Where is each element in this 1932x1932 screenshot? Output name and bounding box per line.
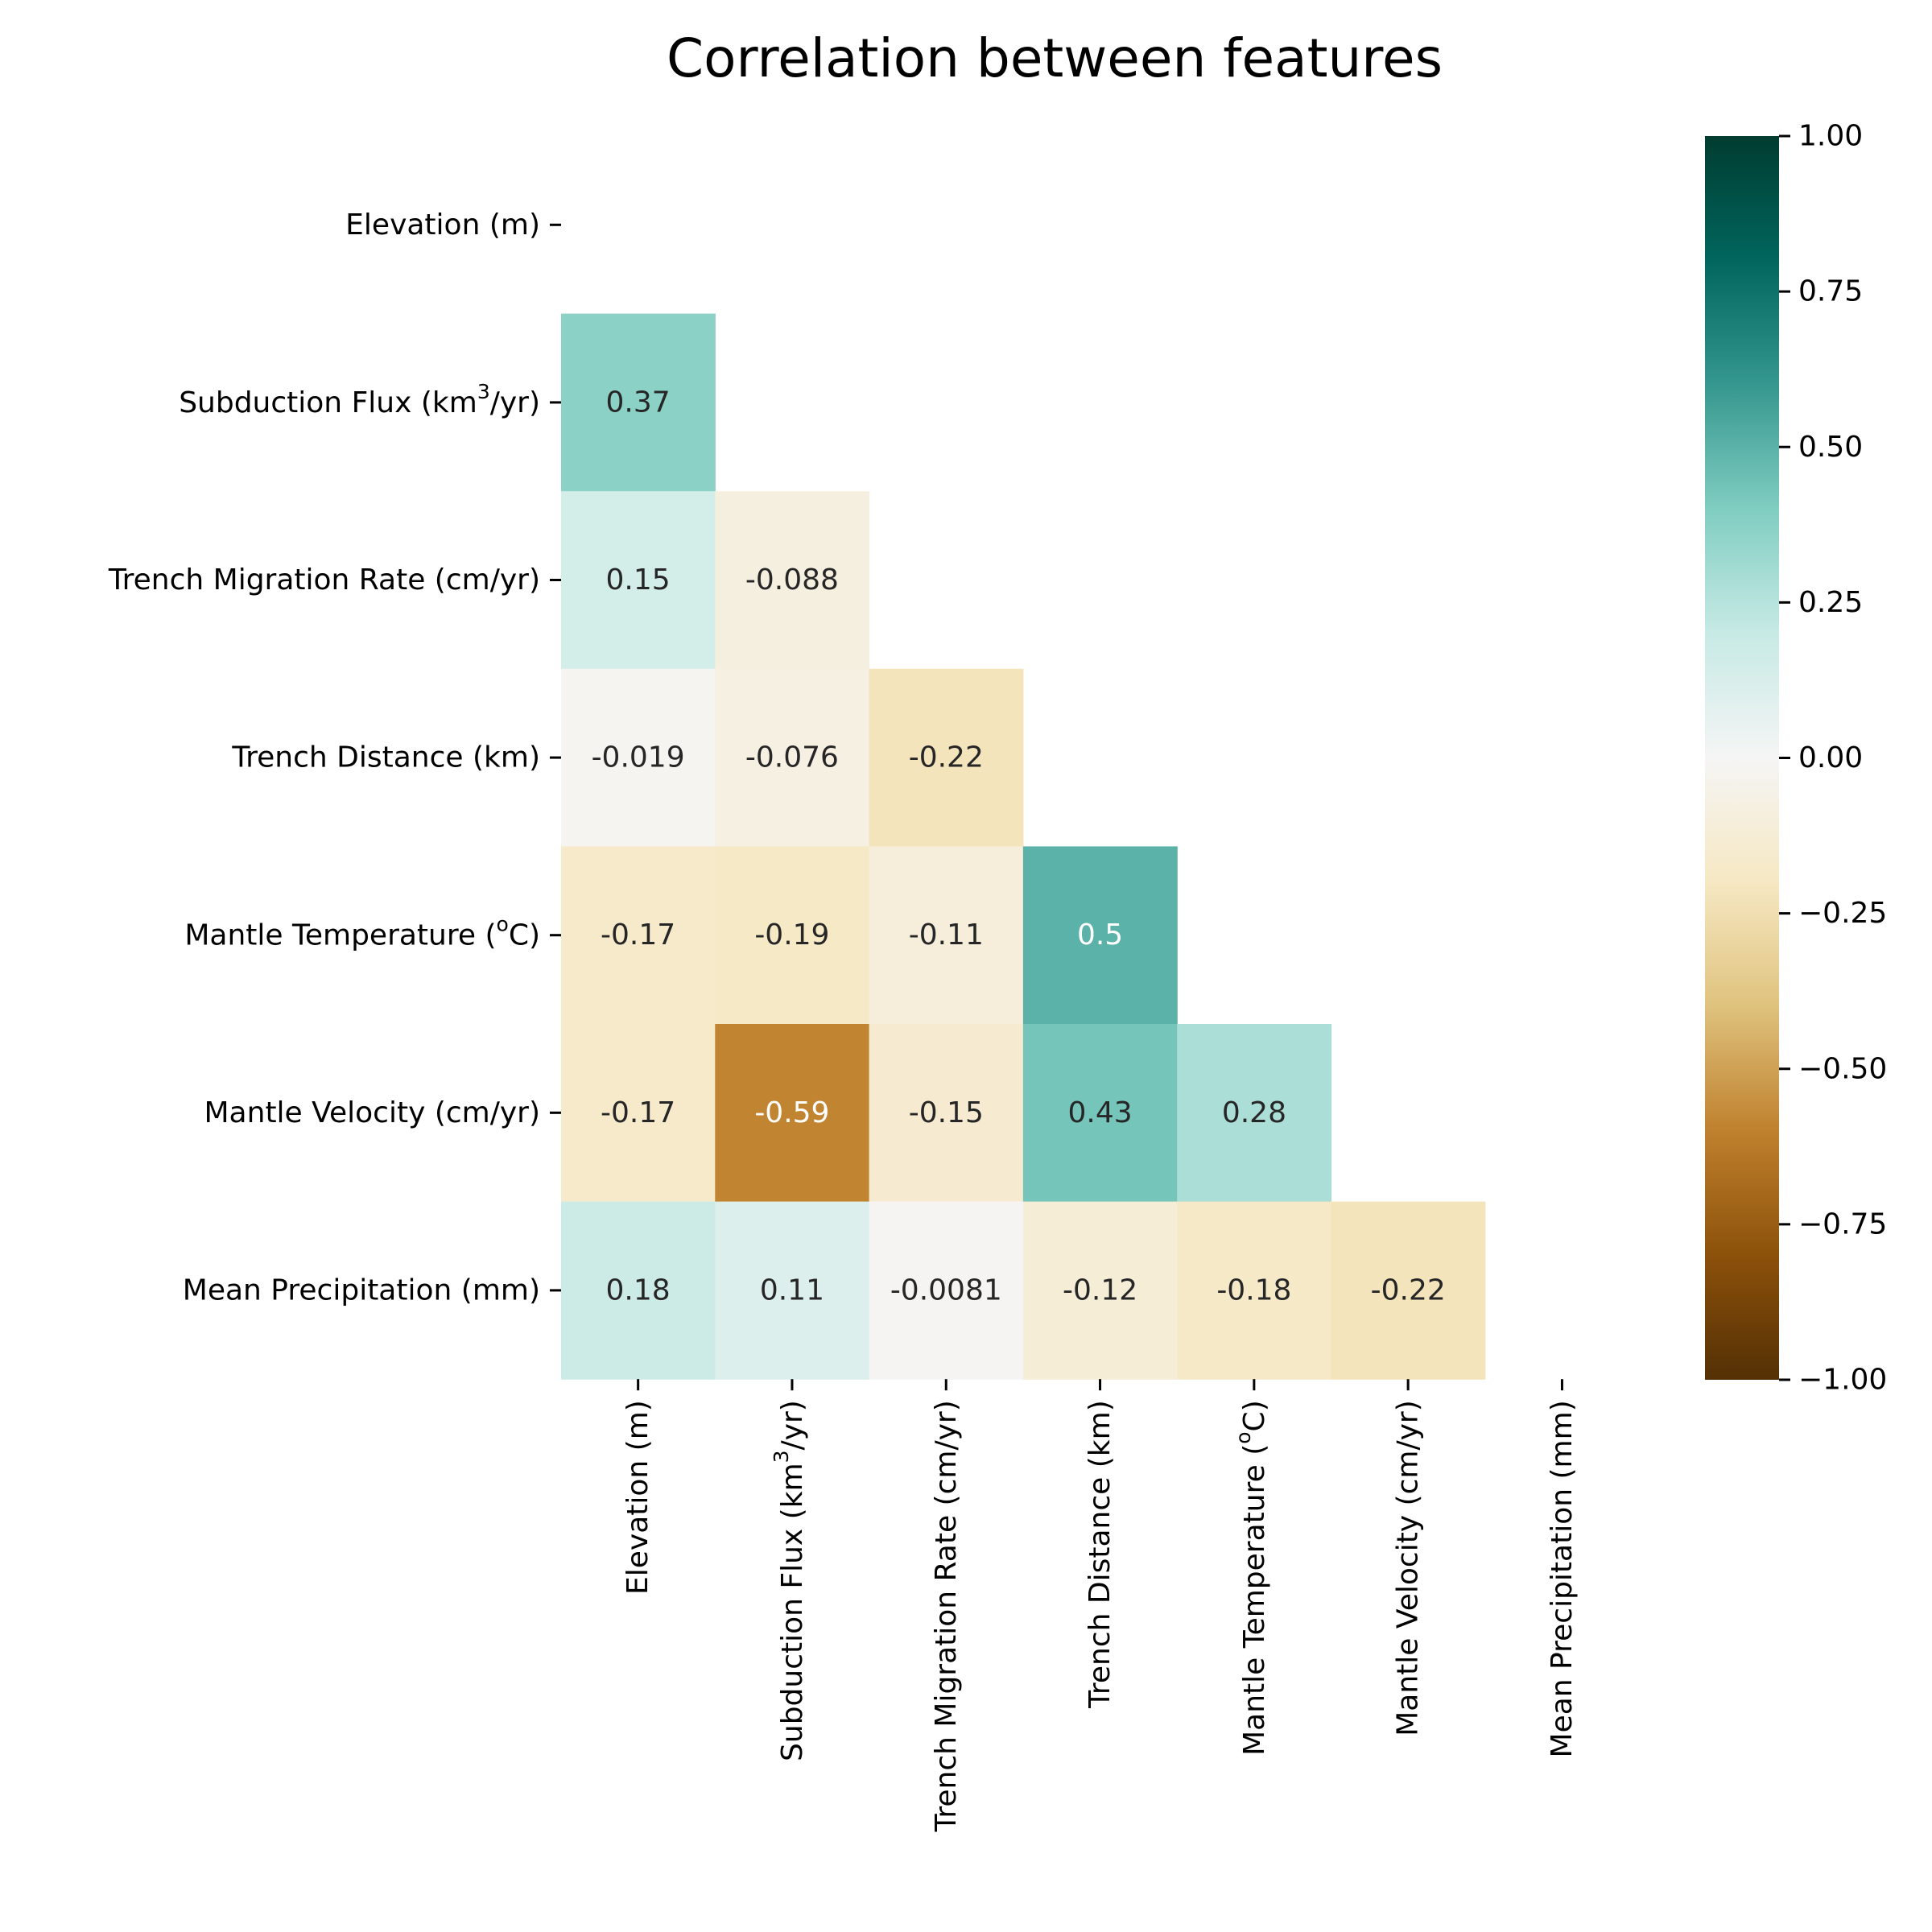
heatmap-cell bbox=[561, 846, 716, 1025]
cell-value-label: -0.17 bbox=[601, 1096, 675, 1129]
heatmap-cell bbox=[869, 1024, 1024, 1203]
heatmap-cell bbox=[869, 846, 1024, 1025]
cell-value-label: 0.43 bbox=[1068, 1096, 1133, 1129]
cell-value-label: 0.5 bbox=[1077, 919, 1123, 952]
colorbar-tick-label: 0.50 bbox=[1798, 431, 1863, 464]
y-tick-label: Mantle Temperature (oC) bbox=[184, 912, 540, 952]
x-tick-label: Subduction Flux (km3/yr) bbox=[769, 1400, 808, 1761]
chart-title: Correlation between features bbox=[667, 27, 1443, 89]
heatmap-cell bbox=[561, 1024, 716, 1203]
heatmap-cell bbox=[1022, 1024, 1178, 1203]
cell-value-label: 0.11 bbox=[760, 1274, 824, 1307]
colorbar-tick-label: −0.50 bbox=[1798, 1052, 1887, 1085]
cell-value-label: -0.088 bbox=[745, 564, 839, 597]
colorbar-tick-label: 1.00 bbox=[1798, 120, 1863, 153]
heatmap-cell bbox=[869, 668, 1024, 847]
heatmap-cell bbox=[715, 668, 870, 847]
cell-value-label: -0.19 bbox=[754, 919, 829, 952]
cell-value-label: -0.17 bbox=[601, 919, 675, 952]
colorbar-gradient bbox=[1705, 136, 1779, 1380]
cell-value-label: 0.15 bbox=[606, 564, 671, 597]
row-labels: Elevation (m) Subduction Flux (km3/yr) Tre… bbox=[108, 208, 561, 1307]
y-tick-label: Trench Distance (km) bbox=[231, 741, 540, 774]
x-tick-label: Mantle Temperature (oC) bbox=[1231, 1400, 1270, 1756]
x-tick-label: Mantle Velocity (cm/yr) bbox=[1392, 1400, 1425, 1736]
cell-value-label: -0.22 bbox=[909, 741, 984, 774]
colorbar-tick-label: 0.75 bbox=[1798, 275, 1863, 308]
heatmap-cell bbox=[1331, 1201, 1486, 1380]
cell-value-label: -0.076 bbox=[745, 741, 839, 774]
cell-value-label: -0.59 bbox=[754, 1096, 829, 1129]
x-tick-label: Trench Distance (km) bbox=[1084, 1400, 1117, 1709]
y-tick-label: Subduction Flux (km3/yr) bbox=[179, 379, 540, 419]
y-tick-label: Trench Migration Rate (cm/yr) bbox=[108, 564, 540, 597]
colorbar-tick-label: −1.00 bbox=[1798, 1364, 1887, 1397]
colorbar: 1.00 0.75 0.50 0.25 0.00 −0.25 −0.50 −0.75 −1.00 bbox=[1705, 120, 1887, 1397]
cell-value-label: -0.0081 bbox=[890, 1274, 1002, 1307]
heatmap-cell bbox=[715, 846, 870, 1025]
cell-value-label: -0.15 bbox=[909, 1096, 984, 1129]
heatmap-cell bbox=[561, 313, 716, 492]
heatmap-cell bbox=[561, 491, 716, 670]
cell-value-label: 0.28 bbox=[1222, 1096, 1286, 1129]
heatmap-cell bbox=[1022, 1201, 1178, 1380]
cell-value-label: -0.22 bbox=[1371, 1274, 1446, 1307]
x-tick-label: Trench Migration Rate (cm/yr) bbox=[930, 1400, 963, 1832]
heatmap-cell bbox=[561, 668, 716, 847]
column-labels: Elevation (m) Subduction Flux (km3/yr) Tre… bbox=[621, 1379, 1579, 1832]
colorbar-tick-label: 0.00 bbox=[1798, 741, 1863, 774]
heatmap-cell bbox=[715, 1201, 870, 1380]
cell-value-label: 0.37 bbox=[606, 386, 671, 419]
heatmap-cell bbox=[1022, 846, 1178, 1025]
y-tick-label: Mean Precipitation (mm) bbox=[183, 1274, 540, 1307]
heatmap-cell bbox=[869, 1201, 1024, 1380]
colorbar-tick-label: −0.25 bbox=[1798, 897, 1887, 930]
y-tick-label: Elevation (m) bbox=[345, 208, 540, 242]
cell-value-label: -0.11 bbox=[909, 919, 984, 952]
x-tick-label: Elevation (m) bbox=[621, 1400, 654, 1595]
cell-value-label: -0.12 bbox=[1063, 1274, 1137, 1307]
heatmap-cell bbox=[561, 1201, 716, 1380]
heatmap-cells: 0.37 0.15 -0.088 -0.019 -0.076 -0.22 -0.17 -0.1… bbox=[561, 313, 1486, 1380]
cell-value-label: -0.18 bbox=[1216, 1274, 1291, 1307]
colorbar-tick-label: 0.25 bbox=[1798, 586, 1863, 619]
heatmap-cell bbox=[1177, 1024, 1332, 1203]
heatmap-cell bbox=[715, 1024, 870, 1203]
heatmap-cell bbox=[1177, 1201, 1332, 1380]
heatmap-cell bbox=[715, 491, 870, 670]
y-tick-label: Mantle Velocity (cm/yr) bbox=[204, 1096, 541, 1129]
x-tick-label: Mean Precipitation (mm) bbox=[1546, 1400, 1579, 1757]
cell-value-label: 0.18 bbox=[606, 1274, 671, 1307]
cell-value-label: -0.019 bbox=[592, 741, 685, 774]
colorbar-tick-label: −0.75 bbox=[1798, 1208, 1887, 1241]
